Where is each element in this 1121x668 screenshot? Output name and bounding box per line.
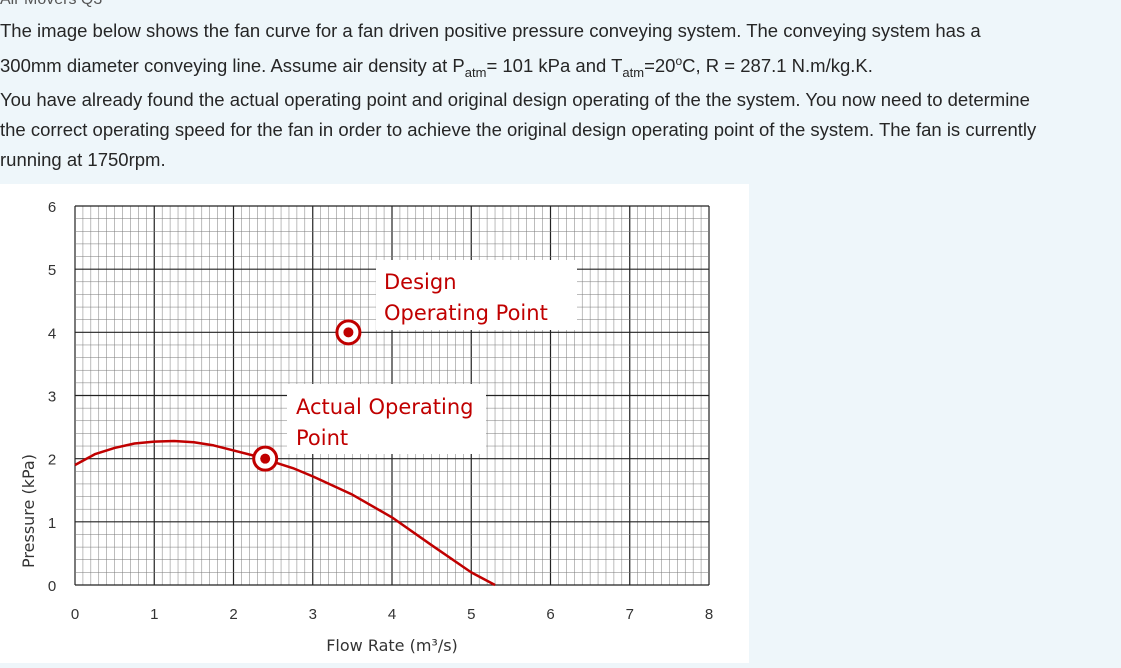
tick-layer: 0 1 2 3 4 5 6 7 8 0 1 2 3 4 5 6 — [48, 199, 713, 623]
y-axis-label: Pressure (kPa) — [19, 454, 38, 568]
para2-line3: running at 1750rpm. — [0, 149, 166, 170]
y-tick-label: 0 — [48, 578, 56, 595]
para2-line2: the correct operating speed for the fan … — [0, 119, 1037, 140]
x-tick-label: 2 — [229, 606, 237, 623]
tatm-subscript: atm — [622, 65, 645, 81]
label-background — [376, 260, 577, 330]
x-tick-label: 8 — [705, 606, 713, 623]
patm-subscript: atm — [464, 65, 487, 81]
para2-line1: You have already found the actual operat… — [0, 89, 1030, 110]
degree-sign: o — [675, 54, 683, 68]
y-tick-label: 3 — [48, 389, 56, 406]
operating-point-dot — [343, 327, 354, 338]
para1-line2-mid1: = 101 kPa and T — [486, 55, 623, 77]
y-tick-label: 6 — [48, 199, 56, 216]
para1-line1: The image below shows the fan curve for … — [0, 20, 981, 41]
point-label: Design — [384, 270, 457, 294]
y-tick-label: 5 — [48, 262, 56, 279]
operating-point-dot — [260, 453, 271, 464]
chart-svg: 0 1 2 3 4 5 6 7 8 0 1 2 3 4 5 6 Actual Operating Point De… — [19, 199, 713, 655]
fan-curve-line — [74, 439, 496, 587]
y-tick-label: 2 — [48, 452, 56, 469]
label-background — [287, 384, 486, 454]
x-tick-label: 3 — [309, 606, 317, 623]
para1-line2-pre: 300mm diameter conveying line. Assume ai… — [0, 55, 465, 77]
para1-line2-mid2: =20 — [644, 55, 676, 77]
para1-line2-post: C, R = 287.1 N.m/kg.K. — [682, 55, 873, 77]
point-label: Operating Point — [384, 301, 548, 325]
x-tick-label: 1 — [150, 606, 158, 623]
point-label: Point — [296, 426, 348, 450]
question-paragraph-2: You have already found the actual operat… — [0, 85, 1036, 175]
curve-layer — [74, 439, 496, 587]
x-tick-label: 7 — [626, 606, 634, 623]
x-tick-label: 4 — [388, 606, 396, 623]
question-title: Air Movers Q3 — [0, 0, 102, 9]
x-axis-label: Flow Rate (m³/s) — [326, 636, 458, 655]
y-tick-label: 1 — [48, 515, 56, 532]
question-paragraph-1: The image below shows the fan curve for … — [0, 16, 981, 83]
x-tick-label: 0 — [71, 606, 79, 623]
point-layer — [252, 319, 362, 472]
point-label: Actual Operating — [296, 395, 473, 419]
x-tick-label: 5 — [467, 606, 475, 623]
label-layer: Actual Operating Point Design Operating Poi… — [287, 260, 577, 454]
fan-curve-chart: 0 1 2 3 4 5 6 7 8 0 1 2 3 4 5 6 Actual Operating Point De… — [0, 184, 749, 663]
y-tick-label: 4 — [48, 325, 56, 342]
x-tick-label: 6 — [546, 606, 554, 623]
